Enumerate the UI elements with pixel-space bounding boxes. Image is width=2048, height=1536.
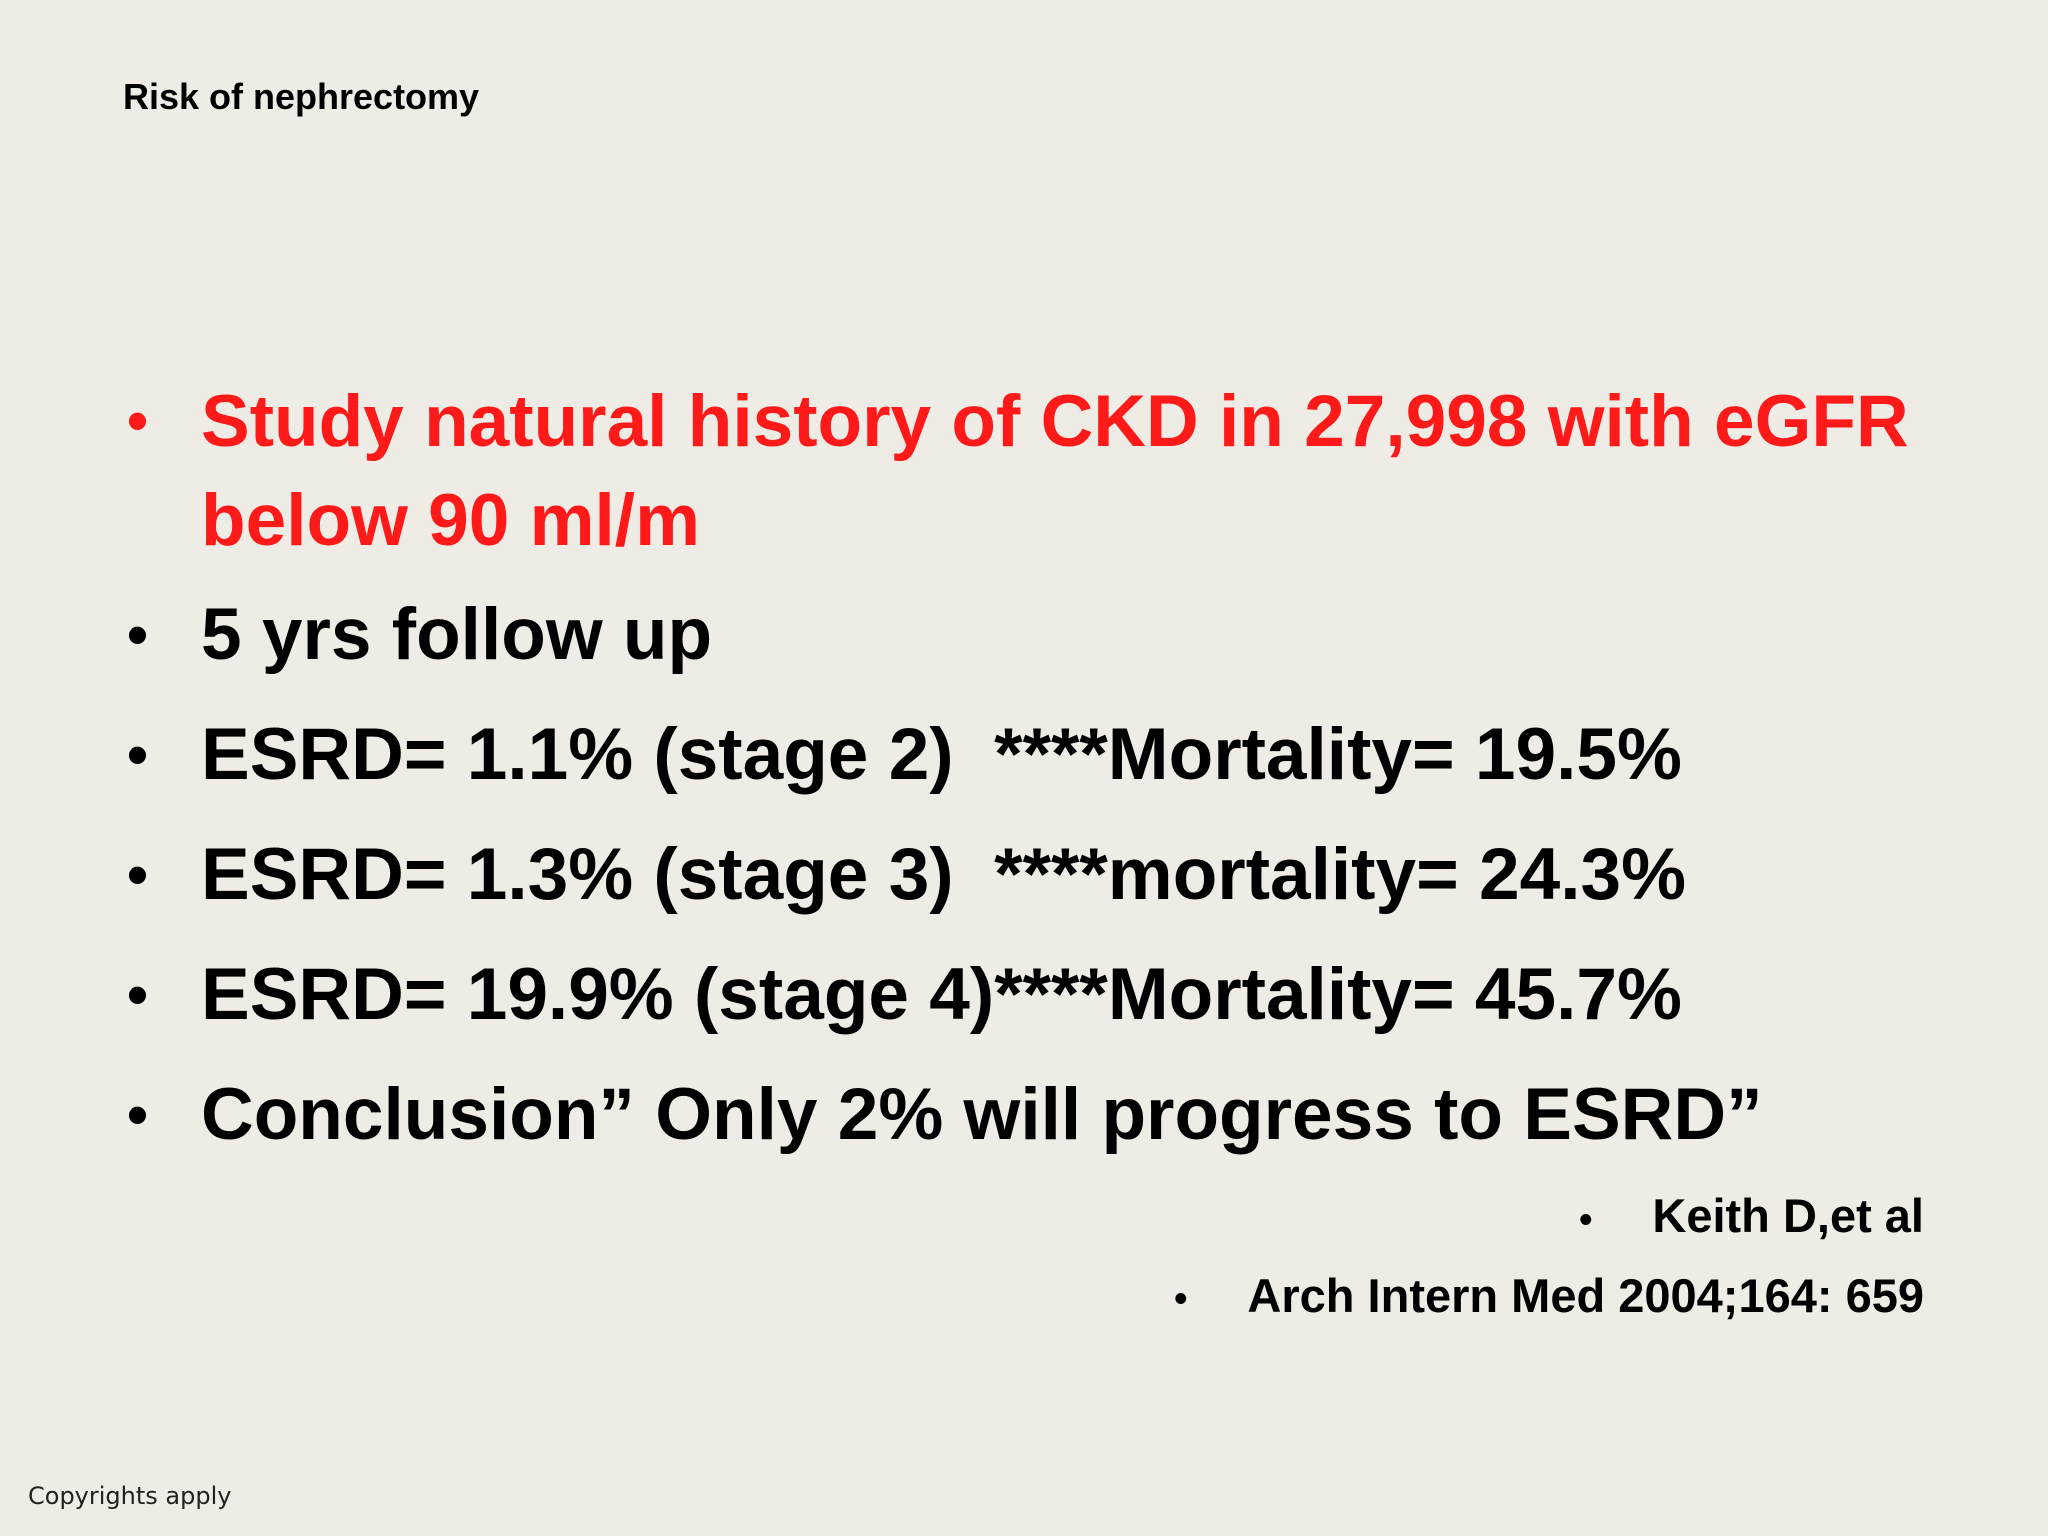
bullet-text: ESRD= 19.9% (stage 4)****Mortality= 45.7… [201, 954, 1682, 1035]
bullet-text: ESRD= 1.1% (stage 2) ****Mortality= 19.5… [201, 714, 1682, 795]
bullet-icon: • [127, 1081, 149, 1148]
bullet-icon: • [127, 601, 149, 668]
bullet-item-stage-2: • ESRD= 1.1% (stage 2) ****Mortality= 19… [123, 706, 2003, 804]
bullet-item-study: • Study natural history of CKD in 27,998… [123, 372, 1981, 570]
copyright-notice: Copyrights apply [28, 1482, 232, 1510]
references: • Keith D,et al • Arch Intern Med 2004;164… [1174, 1178, 1924, 1337]
bullet-icon: • [1174, 1278, 1188, 1321]
reference-text: Arch Intern Med 2004;164: 659 [1247, 1268, 1924, 1322]
bullet-text: Study natural history of CKD in 27,998 w… [201, 381, 1909, 561]
bullet-item-stage-4: • ESRD= 19.9% (stage 4)****Mortality= 45… [123, 946, 2003, 1044]
bullet-icon: • [127, 721, 149, 788]
bullet-icon: • [127, 961, 149, 1028]
bullet-item-stage-3: • ESRD= 1.3% (stage 3) ****mortality= 24… [123, 826, 2003, 924]
bullet-item-follow-up: • 5 yrs follow up [123, 586, 2003, 684]
bullet-list: • Study natural history of CKD in 27,998… [123, 372, 2003, 1186]
reference-author: • Keith D,et al [1174, 1178, 1924, 1258]
bullet-text: ESRD= 1.3% (stage 3) ****mortality= 24.3… [201, 834, 1686, 915]
bullet-icon: • [127, 387, 149, 454]
slide-title: Risk of nephrectomy [123, 76, 480, 117]
bullet-item-conclusion: • Conclusion” Only 2% will progress to E… [123, 1066, 2003, 1164]
bullet-text: 5 yrs follow up [201, 594, 713, 675]
reference-journal: • Arch Intern Med 2004;164: 659 [1174, 1258, 1924, 1338]
bullet-icon: • [127, 841, 149, 908]
bullet-icon: • [1579, 1198, 1593, 1241]
reference-text: Keith D,et al [1652, 1189, 1924, 1242]
bullet-text: Conclusion” Only 2% will progress to ESR… [201, 1074, 1763, 1155]
